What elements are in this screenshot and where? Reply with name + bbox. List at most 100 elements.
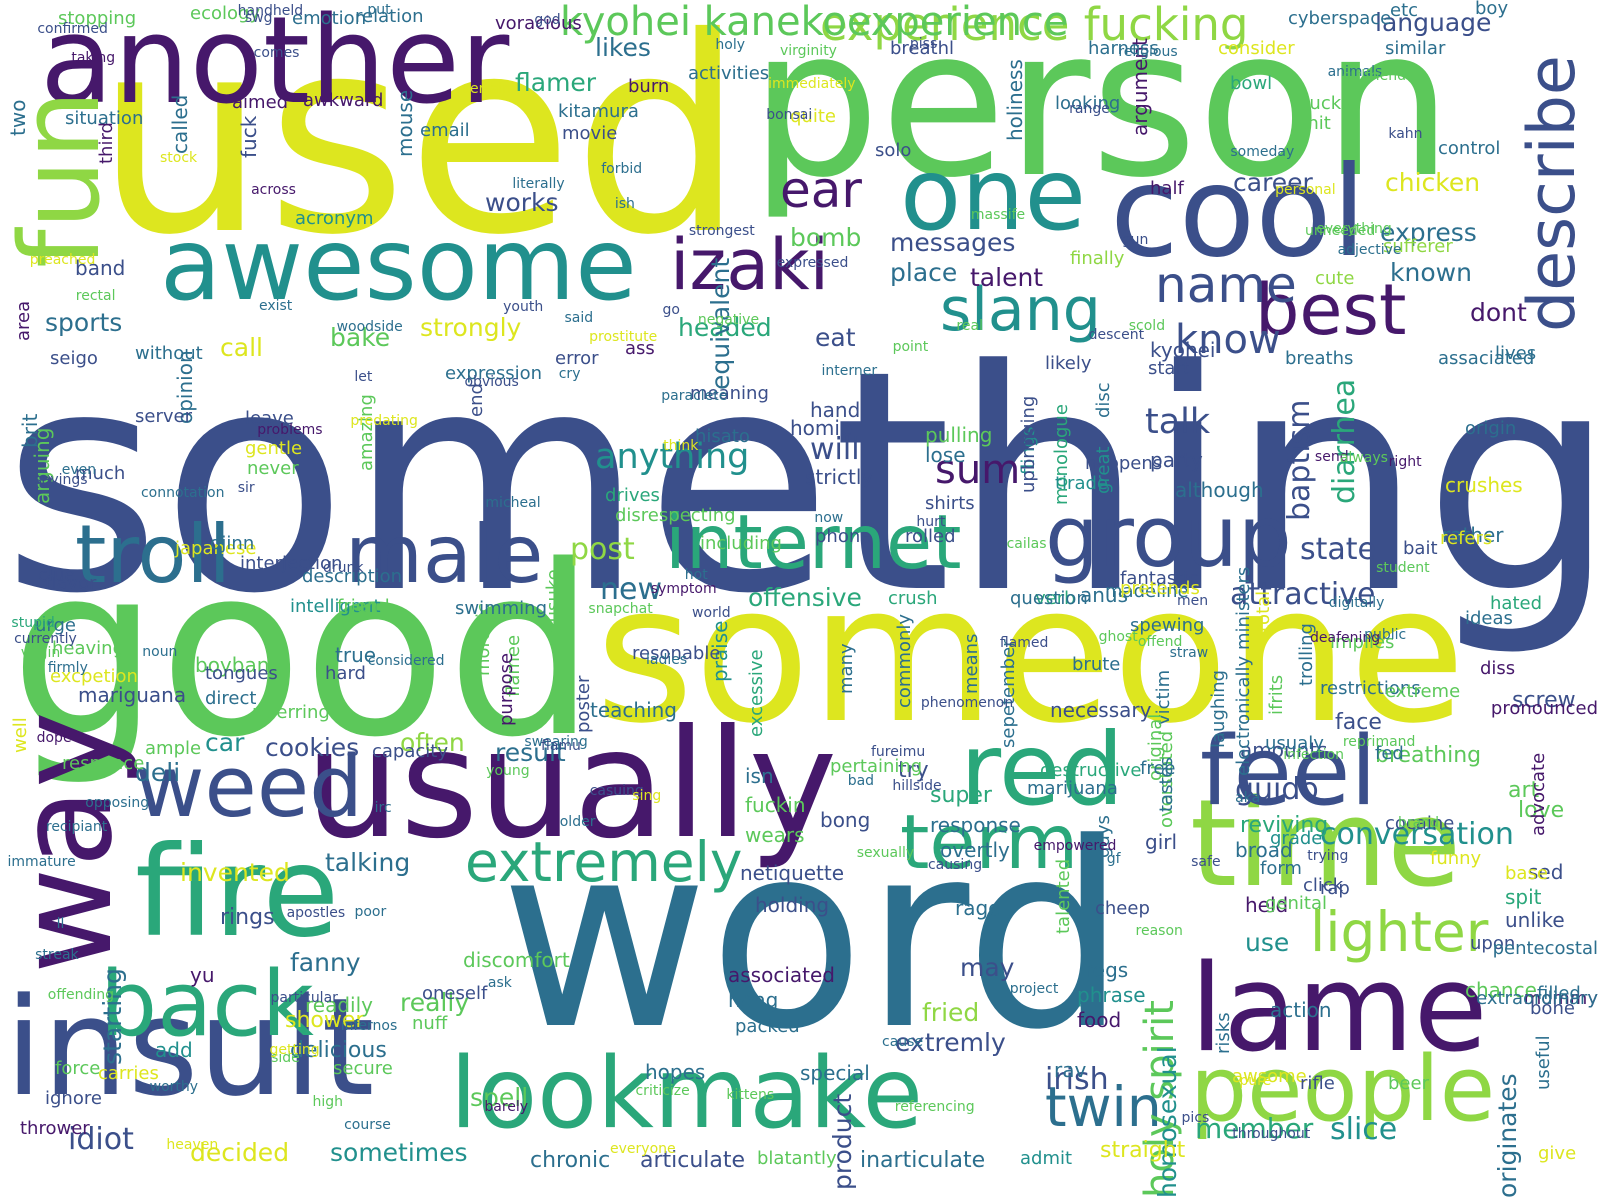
- cloud-word-pronounced: pronounced: [1491, 700, 1598, 718]
- cloud-word-strictly: strictly: [805, 467, 873, 487]
- cloud-word-amazing: amazing: [358, 394, 376, 471]
- cloud-word-talented: talented: [1055, 859, 1073, 934]
- cloud-word-obvious: obvious: [464, 375, 518, 389]
- cloud-word-rap: rap: [1320, 880, 1350, 898]
- cloud-word-range: range: [1069, 102, 1110, 116]
- cloud-word-particular: particular: [271, 991, 338, 1005]
- cloud-word-never: never: [247, 460, 299, 478]
- cloud-word-crushes: crushes: [1445, 475, 1523, 495]
- cloud-word-teaching: teaching: [590, 700, 677, 720]
- cloud-word-action: action: [1270, 1000, 1332, 1020]
- cloud-word-older: older: [560, 815, 596, 829]
- cloud-word-email: email: [420, 122, 470, 140]
- cloud-word-crush: crush: [888, 590, 938, 608]
- cloud-word-useful: useful: [1535, 1035, 1553, 1090]
- cloud-word-young: young: [486, 764, 529, 778]
- cloud-word-predating: predating: [350, 414, 418, 428]
- cloud-word-consider: consider: [1218, 40, 1295, 58]
- cloud-word-invented: invented: [180, 860, 290, 885]
- cloud-word-phrase: phrase: [1077, 985, 1146, 1005]
- cloud-word-lighter: lighter: [1310, 905, 1488, 960]
- cloud-word-place: place: [890, 260, 957, 285]
- cloud-word-responce: responce: [62, 755, 144, 773]
- cloud-word-filled: filled: [1537, 985, 1581, 1003]
- cloud-word-apostles: apostles: [287, 906, 346, 920]
- cloud-word-secure: secure: [333, 1060, 393, 1078]
- cloud-word-homie: homie: [790, 418, 852, 438]
- cloud-word-talk: talk: [1145, 405, 1210, 440]
- cloud-word-put: put: [367, 3, 390, 17]
- cloud-word-micheal: micheal: [485, 496, 540, 510]
- cloud-word-piss: piss: [910, 37, 937, 51]
- cloud-word-irc: irc: [375, 801, 392, 815]
- cloud-word-start: start: [1148, 360, 1190, 378]
- cloud-word-exist: exist: [259, 299, 292, 313]
- cloud-word-question: question: [1010, 590, 1088, 608]
- cloud-word-called: called: [170, 95, 190, 154]
- cloud-word-straight: straight: [1100, 1140, 1185, 1162]
- cloud-word-describe: describe: [1520, 55, 1585, 332]
- cloud-word-although: although: [1175, 480, 1264, 500]
- cloud-word-drives: drives: [605, 487, 660, 505]
- cloud-word-rage: rage: [955, 898, 1000, 918]
- cloud-word-ghost: ghost: [1099, 630, 1138, 644]
- cloud-word-well: well: [12, 717, 30, 753]
- cloud-word-product: product: [830, 1094, 855, 1190]
- cloud-word-control: control: [1438, 140, 1500, 158]
- cloud-word-stupid: stupid: [11, 616, 54, 630]
- cloud-word-hisato: hisato: [695, 428, 750, 446]
- cloud-word-funny: funny: [1430, 850, 1481, 868]
- cloud-word-sayings: sayings: [34, 473, 87, 487]
- cloud-word-ifrits: ifrits: [1268, 675, 1286, 715]
- cloud-word-heaven: heaven: [166, 1138, 218, 1152]
- cloud-word-virgin: virgin: [21, 646, 60, 660]
- cloud-word-use: use: [1245, 930, 1289, 955]
- cloud-word-barely: barely: [484, 1100, 528, 1114]
- cloud-word-ll: ll: [57, 917, 65, 931]
- cloud-word-point: point: [893, 340, 929, 354]
- cloud-word-give: give: [1538, 1145, 1576, 1163]
- cloud-word-acronym: acronym: [295, 210, 374, 228]
- cloud-word-getting: getting: [270, 1043, 320, 1057]
- cloud-word-base: base: [1505, 865, 1548, 883]
- cloud-word-wears: wears: [745, 825, 805, 845]
- cloud-word-infection: infection: [1283, 748, 1344, 762]
- cloud-word-breaths: breaths: [1285, 350, 1353, 368]
- cloud-word-starting: starting: [100, 968, 125, 1065]
- cloud-word-fire: fire: [135, 830, 339, 955]
- cloud-word-talent: talent: [970, 265, 1043, 290]
- cloud-word-cailas: cailas: [1007, 537, 1047, 551]
- cloud-word-mariguana: mariguana: [78, 685, 186, 705]
- cloud-word-netiquette: netiquette: [740, 863, 844, 883]
- cloud-word-state: state: [1300, 535, 1376, 565]
- cloud-word-god: god: [534, 13, 560, 27]
- cloud-word-many: many: [838, 644, 856, 695]
- cloud-word-baptism: baptism: [1285, 400, 1315, 521]
- cloud-word-bonsai: bonsai: [766, 108, 812, 122]
- cloud-word-marijuana: marijuana: [1027, 780, 1118, 798]
- cloud-word-problems: problems: [257, 423, 322, 437]
- cloud-word-likes: likes: [595, 35, 651, 60]
- cloud-word-call: call: [220, 335, 263, 360]
- cloud-word-pics: pics: [1182, 1111, 1210, 1125]
- cloud-word-phone: phone: [815, 528, 871, 546]
- cloud-word-car: car: [205, 730, 244, 755]
- cloud-word-pentecostal: pentecostal: [1493, 940, 1598, 958]
- cloud-word-eat: eat: [815, 325, 856, 350]
- cloud-word-third: third: [98, 122, 116, 164]
- cloud-word-fanny: fanny: [290, 950, 361, 975]
- cloud-word-ministers: ministers: [1235, 567, 1253, 650]
- cloud-word-rifle: rifle: [1300, 1075, 1335, 1093]
- cloud-word-nuff: nuff: [412, 1015, 447, 1033]
- cloud-word-mouse: mouse: [395, 90, 415, 157]
- cloud-word-ideas: ideas: [1465, 610, 1513, 628]
- cloud-word-boy: boy: [1475, 0, 1508, 18]
- cloud-word-immediately: immediately: [768, 77, 855, 91]
- cloud-word-cookies: cookies: [265, 735, 359, 760]
- cloud-word-stock: stock: [160, 151, 197, 165]
- cloud-word-offensive: offensive: [748, 585, 862, 610]
- cloud-word-refers: refers: [1440, 530, 1492, 548]
- cloud-word-expressed: expressed: [777, 256, 849, 270]
- cloud-word-strongly: strongly: [420, 315, 521, 340]
- cloud-word-kyohei: kyohei: [1150, 340, 1215, 360]
